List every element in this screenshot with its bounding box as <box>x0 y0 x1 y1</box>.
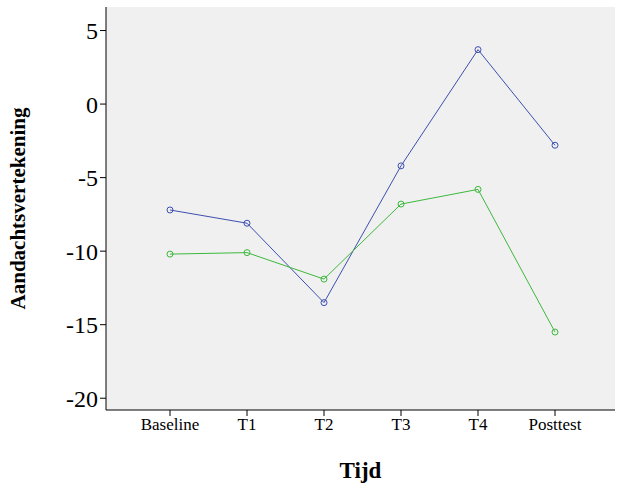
svg-text:Aandachtsvertekening: Aandachtsvertekening <box>8 107 30 309</box>
svg-text:-20: -20 <box>66 386 98 412</box>
svg-text:T4: T4 <box>469 415 488 434</box>
svg-text:-10: -10 <box>66 239 98 265</box>
svg-text:T1: T1 <box>238 415 257 434</box>
svg-text:5: 5 <box>86 18 98 44</box>
svg-text:0: 0 <box>86 92 98 118</box>
svg-text:T2: T2 <box>315 415 334 434</box>
svg-text:Baseline: Baseline <box>141 415 200 434</box>
svg-text:Posttest: Posttest <box>529 415 582 434</box>
svg-text:-5: -5 <box>78 165 98 191</box>
svg-text:T3: T3 <box>392 415 411 434</box>
svg-text:-15: -15 <box>66 312 98 338</box>
svg-text:Tijd: Tijd <box>340 458 382 483</box>
